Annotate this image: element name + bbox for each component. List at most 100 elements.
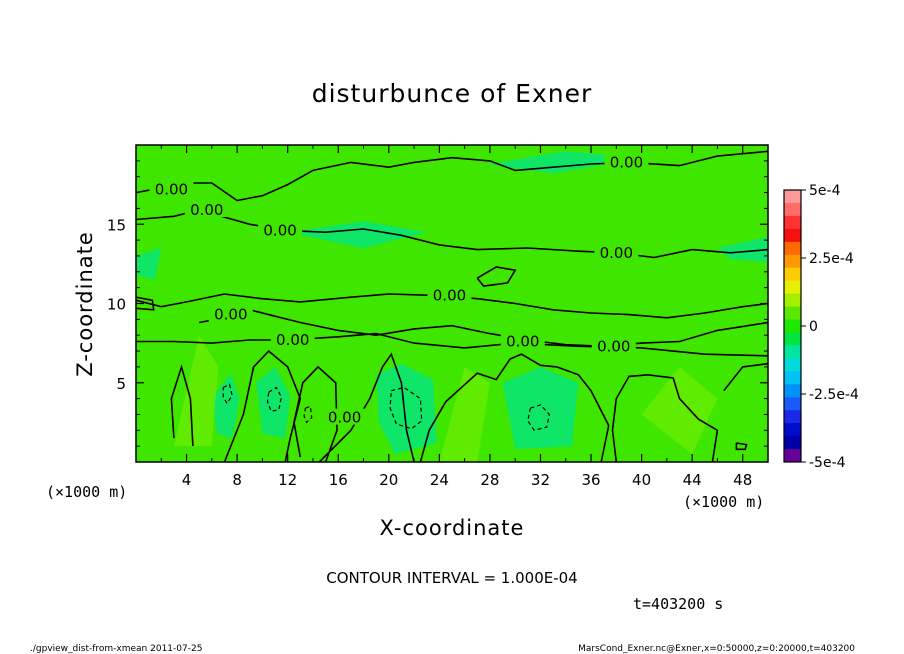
y-axis-label: Z-coordinate bbox=[73, 231, 97, 377]
contour-label: 0.00 bbox=[190, 201, 223, 219]
contour-line bbox=[419, 353, 610, 463]
contour-interval-text: CONTOUR INTERVAL = 1.000E-04 bbox=[326, 569, 577, 587]
x-tick-label: 20 bbox=[379, 471, 398, 489]
x-tick-label: 16 bbox=[329, 471, 348, 489]
contour-line bbox=[735, 442, 748, 451]
colorbar-swatch bbox=[784, 436, 801, 450]
plot-area: 0.000.000.000.000.000.000.000.00 0.00 0.00… bbox=[135, 144, 769, 463]
colorbar-swatch bbox=[784, 358, 801, 372]
contour-line-negative bbox=[222, 383, 233, 405]
contour-line bbox=[318, 352, 415, 463]
contour-labels: 0.000.000.000.000.000.000.000.00 0.00 0.00… bbox=[149, 153, 649, 427]
low-anomaly-patch bbox=[287, 221, 427, 248]
contour-line-negative bbox=[266, 386, 283, 412]
y-axis: 5 10 15 bbox=[107, 160, 768, 447]
x-tick-label: 4 bbox=[182, 471, 192, 489]
x-tick-label: 8 bbox=[232, 471, 242, 489]
footer-right: MarsCond_Exner.nc@Exner,x=0:50000,z=0:20… bbox=[578, 644, 855, 654]
y-tick-label: 5 bbox=[116, 375, 126, 393]
contour-line bbox=[611, 373, 719, 463]
x-axis: 4 8 12 16 20 24 28 32 36 40 44 48 bbox=[160, 145, 752, 489]
colorbar-label: 0 bbox=[809, 319, 818, 335]
contour-label: 0.00 bbox=[276, 331, 309, 349]
contour-label: 0.00 bbox=[328, 409, 361, 427]
contour-label: 0.00 bbox=[263, 222, 296, 240]
x-tick-label: 28 bbox=[480, 471, 499, 489]
contour-label-bg bbox=[594, 243, 639, 260]
colorbar-swatch bbox=[784, 423, 801, 437]
contour-label-bg bbox=[322, 408, 367, 425]
footer-left: ./gpview_dist-from-xmean 2011-07-25 bbox=[30, 644, 202, 654]
low-anomaly-patch bbox=[489, 151, 642, 174]
colorbar: 5e-4 2.5e-4 0 -2.5e-4 -5e-4 bbox=[783, 183, 859, 471]
colorbar-swatch bbox=[784, 319, 801, 333]
contour-label-bg bbox=[149, 180, 194, 197]
colorbar-swatch bbox=[784, 332, 801, 346]
contour-line bbox=[135, 296, 155, 311]
colorbar-swatch bbox=[784, 345, 801, 359]
colorbar-label: -2.5e-4 bbox=[809, 387, 859, 403]
x-tick-label: 32 bbox=[531, 471, 550, 489]
contour-label: 0.00 bbox=[155, 180, 188, 198]
contour-label-bg bbox=[270, 330, 315, 347]
colorbar-label: 5e-4 bbox=[809, 183, 841, 199]
x-tick-label: 48 bbox=[733, 471, 752, 489]
colorbar-swatch bbox=[784, 241, 801, 256]
colorbar-swatch bbox=[784, 202, 801, 217]
low-anomaly-patch bbox=[717, 236, 768, 263]
contour-line-negative bbox=[389, 386, 423, 430]
colorbar-swatch bbox=[784, 397, 801, 411]
contour-label: 0.00 bbox=[610, 153, 643, 171]
high-anomaly-patch bbox=[641, 366, 718, 455]
contour-line bbox=[199, 308, 769, 348]
x-tick-label: 24 bbox=[430, 471, 449, 489]
contour-line bbox=[723, 362, 769, 392]
colorbar-swatch bbox=[784, 449, 801, 463]
contour-label-bg bbox=[208, 305, 253, 322]
chart-title: disturbunce of Exner bbox=[312, 79, 593, 108]
contour-line bbox=[476, 266, 517, 287]
contour-label-bg bbox=[604, 153, 649, 170]
x-axis-label: X-coordinate bbox=[380, 516, 525, 540]
x-unit-label-right: (×1000 m) bbox=[683, 493, 764, 511]
colorbar-label: -5e-4 bbox=[809, 455, 846, 471]
colorbar-swatch bbox=[784, 410, 801, 424]
y-tick-label: 10 bbox=[107, 296, 126, 314]
contour-label: 0.00 bbox=[597, 337, 630, 355]
contour-label: 0.00 bbox=[433, 287, 466, 305]
contour-label-bg bbox=[427, 286, 472, 303]
y-tick-label: 15 bbox=[107, 216, 126, 234]
colorbar-swatch bbox=[784, 293, 801, 308]
contour-line bbox=[135, 209, 769, 259]
colorbar-swatch bbox=[784, 371, 801, 385]
contour-line bbox=[293, 365, 338, 463]
x-tick-label: 12 bbox=[278, 471, 297, 489]
contour-label-bg bbox=[500, 332, 545, 349]
colorbar-swatch bbox=[784, 306, 801, 321]
colorbar-swatch bbox=[784, 280, 801, 295]
low-anomaly-patch bbox=[502, 366, 579, 450]
colorbar-swatch bbox=[784, 228, 801, 243]
contour-label-bg bbox=[184, 200, 229, 217]
contour-label: 0.00 bbox=[214, 306, 247, 324]
contour-label: 0.00 bbox=[506, 333, 539, 351]
low-anomaly-patch bbox=[211, 373, 240, 439]
contour-label: 0.00 bbox=[600, 244, 633, 262]
x-tick-label: 40 bbox=[632, 471, 651, 489]
colorbar-swatch bbox=[784, 190, 801, 204]
high-anomaly-patch bbox=[173, 335, 219, 447]
low-anomaly-patch bbox=[256, 366, 291, 439]
colorbar-swatch bbox=[784, 254, 801, 269]
contour-line-negative bbox=[527, 404, 550, 431]
time-label: t=403200 s bbox=[633, 595, 723, 613]
colorbar-label: 2.5e-4 bbox=[809, 251, 854, 267]
contour-label-bg bbox=[591, 337, 636, 354]
high-anomaly-patch bbox=[439, 366, 490, 462]
x-tick-label: 44 bbox=[683, 471, 702, 489]
x-unit-label: (×1000 m) bbox=[46, 483, 127, 501]
x-tick-label: 36 bbox=[581, 471, 600, 489]
contour-line-negative bbox=[303, 405, 313, 424]
contour-label-bg bbox=[258, 221, 303, 238]
field-shading bbox=[136, 151, 768, 462]
